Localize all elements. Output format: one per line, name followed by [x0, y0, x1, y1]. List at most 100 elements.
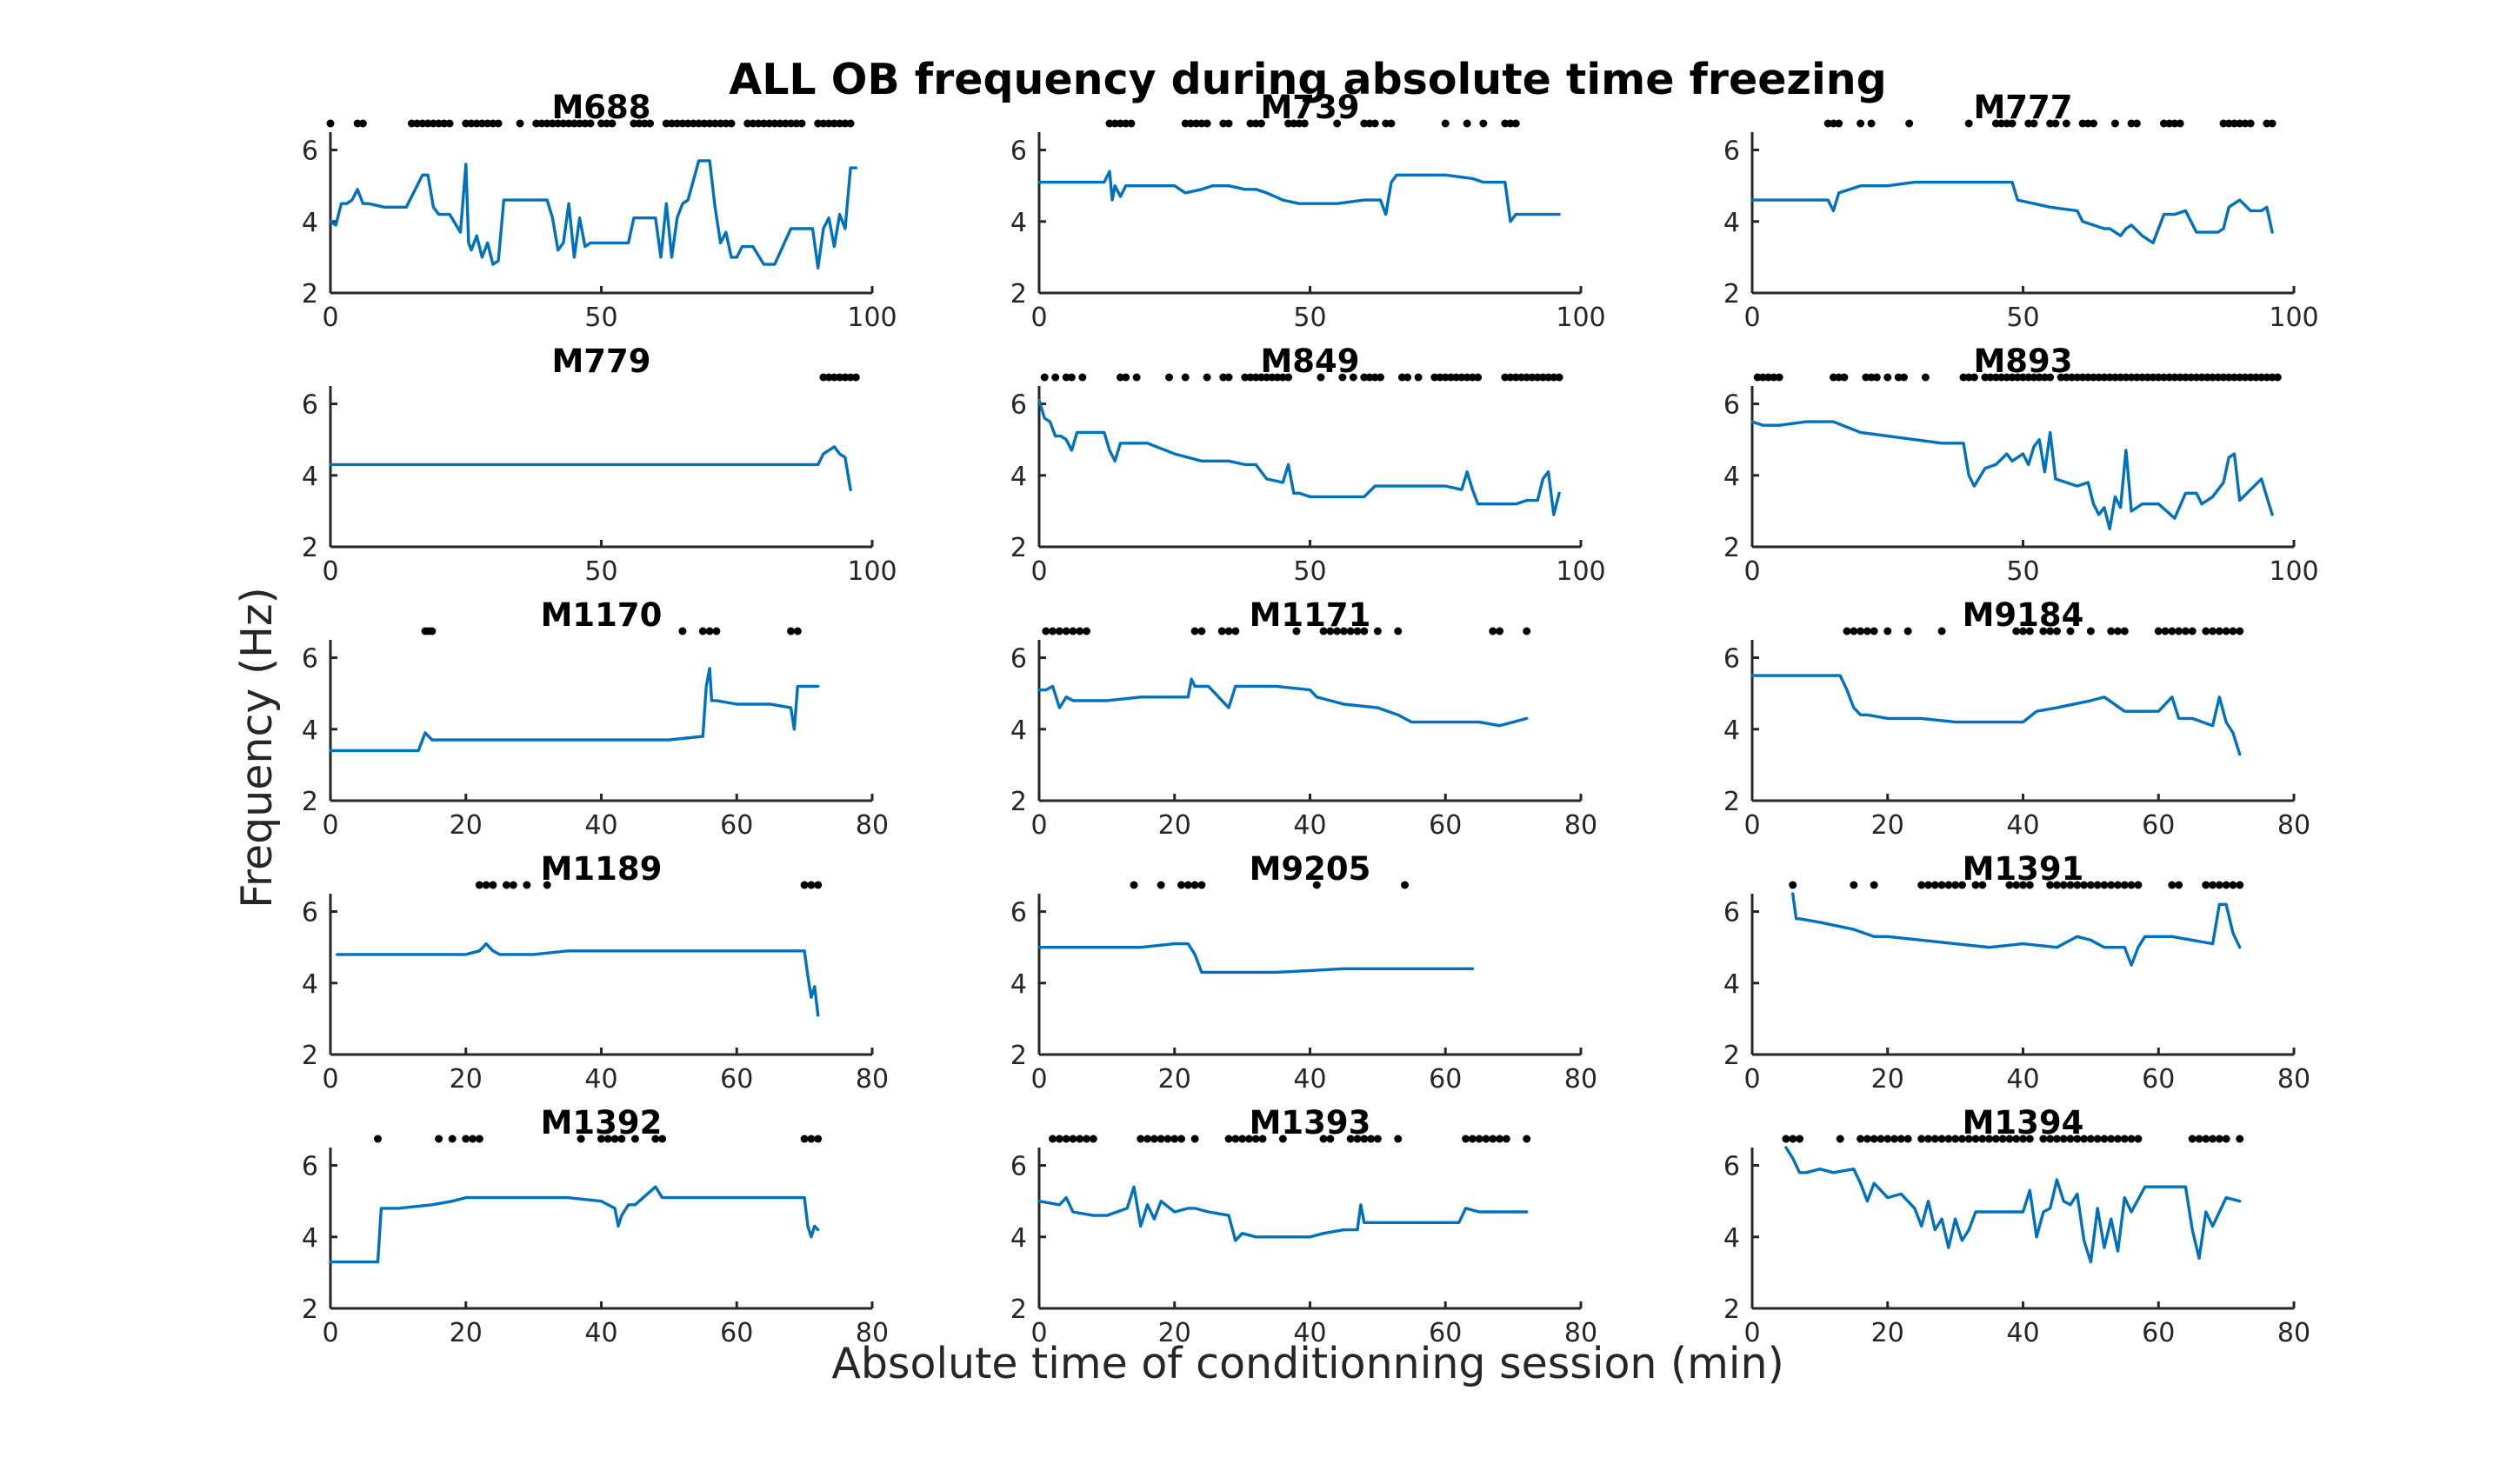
freeze-marker	[1326, 1135, 1335, 1143]
freeze-marker	[462, 119, 470, 128]
freeze-marker	[1290, 119, 1298, 128]
freeze-marker	[651, 1135, 660, 1143]
freeze-marker	[1263, 373, 1271, 382]
freeze-marker	[570, 119, 578, 128]
freeze-marker	[1883, 373, 1892, 382]
freeze-marker	[1897, 1135, 1905, 1143]
freeze-marker	[689, 119, 697, 128]
y-tick-label: 4	[1723, 208, 1740, 238]
freeze-marker	[1333, 119, 1342, 128]
freeze-marker	[1937, 627, 1946, 636]
freeze-marker	[1823, 119, 1832, 128]
y-tick-label: 4	[302, 969, 318, 1000]
freeze-marker	[1273, 373, 1282, 382]
freeze-markers	[421, 627, 802, 636]
y-tick-label: 6	[1010, 1152, 1027, 1182]
y-tick-label: 2	[1723, 787, 1740, 817]
freeze-marker	[2089, 119, 2097, 128]
freeze-marker	[1367, 1135, 1376, 1143]
freeze-marker	[2230, 373, 2238, 382]
x-tick-label: 20	[1871, 1318, 1904, 1348]
freeze-marker	[2134, 881, 2143, 889]
freeze-marker	[1550, 373, 1558, 382]
freeze-marker	[1055, 627, 1063, 636]
frequency-trace	[1784, 1146, 2242, 1264]
freeze-marker	[2013, 373, 2022, 382]
frequency-trace	[1750, 674, 2242, 756]
freeze-marker	[841, 119, 850, 128]
y-tick-label: 6	[302, 1152, 318, 1182]
freeze-marker	[523, 881, 531, 889]
freeze-marker	[1246, 373, 1255, 382]
freeze-marker	[2127, 1135, 2136, 1143]
y-tick-label: 2	[1723, 533, 1740, 563]
freeze-marker	[576, 119, 584, 128]
subplot-m893: 2 4 6 0 50 100 M893	[1723, 343, 2319, 587]
freeze-marker	[1835, 119, 1843, 128]
freeze-marker	[2168, 627, 2177, 636]
freeze-marker	[1883, 1135, 1892, 1143]
x-tick-label: 60	[720, 1064, 753, 1095]
y-tick-label: 4	[1010, 208, 1027, 238]
freeze-marker	[1482, 1135, 1490, 1143]
subplot-title: M1171	[1250, 596, 1371, 634]
y-tick-label: 6	[1010, 136, 1027, 167]
freeze-marker	[2230, 119, 2238, 128]
freeze-marker	[2143, 373, 2152, 382]
subplot-title: M1170	[541, 596, 663, 634]
freeze-marker	[2127, 373, 2136, 382]
freeze-marker	[2236, 373, 2244, 382]
freeze-marker	[2209, 881, 2217, 889]
freeze-marker	[2005, 881, 2014, 889]
freeze-markers	[1130, 881, 1410, 889]
subplot-title: M1189	[541, 850, 663, 888]
freeze-marker	[1452, 373, 1461, 382]
freeze-marker	[1782, 1135, 1790, 1143]
freeze-marker	[1150, 1135, 1158, 1143]
freeze-marker	[2052, 881, 2061, 889]
y-tick-label: 6	[1010, 644, 1027, 675]
freeze-marker	[577, 1135, 585, 1143]
x-tick-label: 20	[1871, 1064, 1904, 1095]
freeze-marker	[1533, 373, 1542, 382]
freeze-marker	[2132, 373, 2141, 382]
x-tick-label: 0	[1743, 303, 1760, 333]
freeze-marker	[597, 119, 605, 128]
freeze-marker	[1192, 119, 1201, 128]
frequency-trace	[1037, 677, 1529, 728]
freeze-marker	[2078, 373, 2087, 382]
freeze-marker	[1991, 1135, 2000, 1143]
freeze-marker	[2263, 373, 2271, 382]
x-tick-label: 50	[1293, 556, 1326, 587]
x-tick-label: 100	[2269, 556, 2318, 587]
freeze-marker	[1981, 373, 1990, 382]
freeze-marker	[559, 119, 568, 128]
freeze-marker	[1863, 627, 1871, 636]
freeze-marker	[2114, 1135, 2123, 1143]
y-tick-label: 4	[302, 1223, 318, 1254]
freeze-marker	[662, 119, 670, 128]
freeze-marker	[1078, 373, 1087, 382]
freeze-marker	[1923, 1135, 1932, 1143]
freeze-marker	[700, 119, 709, 128]
x-tick-label: 20	[1158, 1318, 1191, 1348]
freeze-marker	[448, 1135, 457, 1143]
freeze-marker	[1917, 1135, 1926, 1143]
freeze-marker	[1998, 1135, 2007, 1143]
freeze-marker	[836, 373, 844, 382]
freeze-marker	[2257, 373, 2266, 382]
freeze-marker	[1857, 627, 1865, 636]
y-tick-label: 2	[1010, 787, 1027, 817]
freeze-marker	[1062, 373, 1070, 382]
x-tick-label: 0	[1743, 1064, 1760, 1095]
freeze-marker	[1170, 1135, 1179, 1143]
freeze-marker	[2089, 373, 2097, 382]
freeze-marker	[2100, 881, 2109, 889]
x-tick-label: 50	[1293, 303, 1326, 333]
x-tick-label: 0	[1030, 303, 1047, 333]
freeze-marker	[658, 1135, 667, 1143]
freeze-marker	[1231, 1135, 1240, 1143]
freeze-marker	[793, 627, 802, 636]
freeze-marker	[2154, 373, 2163, 382]
